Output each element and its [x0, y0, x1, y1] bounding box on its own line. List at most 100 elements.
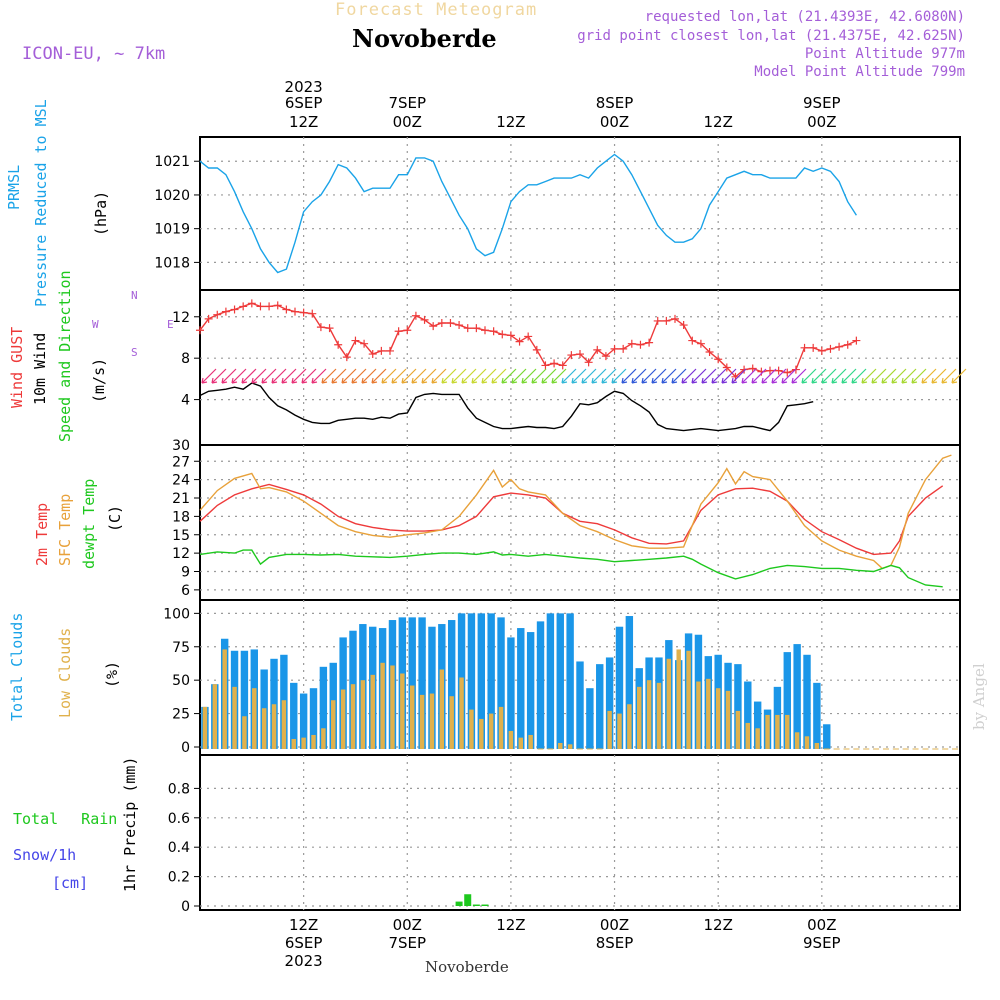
gust-marker	[740, 365, 749, 374]
gust-marker	[204, 314, 213, 323]
y-tick-label: 9	[181, 565, 190, 581]
pressure-label: Pressure Reduced to MSL	[32, 99, 50, 307]
cloud-bar	[567, 744, 573, 749]
wind-direction-arrow	[251, 368, 267, 384]
wind-speed-dir-label: Speed and Direction	[56, 270, 74, 442]
cloud-bar	[536, 621, 545, 749]
cloud-bar	[340, 689, 346, 749]
wind-direction-arrow	[941, 368, 957, 384]
gust-marker	[601, 352, 610, 361]
gust-marker	[584, 358, 593, 367]
gust-marker	[446, 318, 455, 327]
gust-marker	[282, 305, 291, 314]
wind-direction-arrow	[871, 368, 887, 384]
gust-marker	[420, 315, 429, 324]
series-line-dewpt-temp	[199, 549, 943, 588]
top-hour-label: 00Z	[807, 113, 836, 131]
cloud-bar	[696, 681, 701, 749]
y-tick-label: 0.4	[168, 840, 190, 856]
gust-marker	[722, 363, 731, 372]
pressure-unit: (hPa)	[92, 190, 110, 236]
cloud-bar	[242, 716, 247, 749]
wind-direction-arrow	[461, 368, 477, 384]
wind-direction-arrow	[441, 368, 457, 384]
wind-direction-arrow	[451, 368, 467, 384]
gust-marker	[748, 364, 757, 373]
cloud-bar	[301, 737, 306, 749]
wind-direction-arrow	[231, 368, 247, 384]
cloud-bar	[429, 693, 435, 749]
y-tick-label: 0.8	[168, 781, 190, 797]
cloud-bar	[477, 613, 485, 749]
credit-watermark: by Angel	[970, 663, 988, 730]
cloud-bar	[637, 686, 642, 749]
bottom-day-label: 7SEP	[388, 934, 426, 952]
cloud-bar	[794, 732, 800, 749]
bottom-hour-label: 00Z	[807, 916, 836, 934]
gust-marker	[368, 350, 377, 359]
wind-direction-arrow	[581, 368, 597, 384]
precip-bar	[472, 904, 480, 906]
gust-marker	[783, 368, 792, 377]
cloud-bar	[765, 714, 770, 749]
compass-s: S	[131, 346, 138, 359]
y-tick-label: 21	[172, 491, 190, 507]
gust-marker	[532, 345, 541, 354]
cloud-bar	[202, 706, 208, 749]
total-rain-label: Total Rain	[13, 810, 118, 828]
cloud-bar	[252, 688, 257, 749]
gust-marker	[247, 299, 256, 308]
series-line-sfc-temp	[199, 454, 952, 570]
wind-direction-arrow	[721, 368, 737, 384]
gust-marker	[619, 344, 628, 353]
y-tick-label: 0	[181, 740, 190, 756]
cloud-bar	[370, 674, 375, 749]
wind-direction-arrow	[291, 368, 307, 384]
gust-marker	[506, 331, 515, 340]
low-clouds-label: Low Clouds	[56, 627, 74, 718]
y-tick-label: 1020	[154, 188, 190, 204]
cloud-bar	[222, 649, 227, 749]
cloud-bar	[586, 688, 594, 749]
wind-direction-arrow	[541, 368, 557, 384]
wind-direction-arrow	[911, 368, 927, 384]
gust-marker	[817, 346, 826, 355]
gust-marker	[835, 342, 844, 351]
cloud-bar	[706, 678, 711, 749]
wind-direction-arrow	[411, 368, 427, 384]
wind-direction-arrow	[531, 368, 547, 384]
top-hour-label: 12Z	[289, 113, 318, 131]
cloud-bar	[390, 665, 395, 749]
wind-direction-arrow	[371, 368, 387, 384]
prmsl-label: PRMSL	[5, 164, 23, 210]
gust-marker	[325, 324, 334, 333]
y-tick-label: 1019	[154, 222, 190, 238]
gust-marker	[299, 308, 308, 317]
wind-direction-arrow	[661, 368, 677, 384]
cloud-bar	[311, 734, 316, 749]
wind-panel: 4 8 12	[172, 289, 967, 446]
gust-marker	[463, 324, 472, 333]
cloud-bar	[459, 677, 464, 749]
cloud-bar	[607, 710, 612, 749]
cloud-bar	[469, 709, 474, 749]
gust-marker	[627, 339, 636, 348]
y-tick-label: 15	[172, 528, 190, 544]
y-tick-label: 12	[172, 310, 190, 326]
wind-direction-arrow	[361, 368, 377, 384]
cloud-bar	[596, 664, 604, 749]
wind-direction-arrow	[601, 368, 617, 384]
gust-marker	[230, 305, 239, 314]
gust-marker	[688, 336, 697, 345]
cloud-bar	[212, 684, 218, 749]
cloud-bar	[488, 713, 494, 749]
cloud-bar	[419, 694, 425, 749]
gust-marker	[576, 350, 584, 359]
top-day-label: 6SEP	[285, 94, 323, 112]
top-day-label: 7SEP	[388, 94, 426, 112]
bottom-day-label: 9SEP	[803, 934, 841, 952]
gust-marker	[714, 355, 723, 364]
panel-frame	[199, 444, 961, 601]
gust-marker	[265, 302, 274, 311]
